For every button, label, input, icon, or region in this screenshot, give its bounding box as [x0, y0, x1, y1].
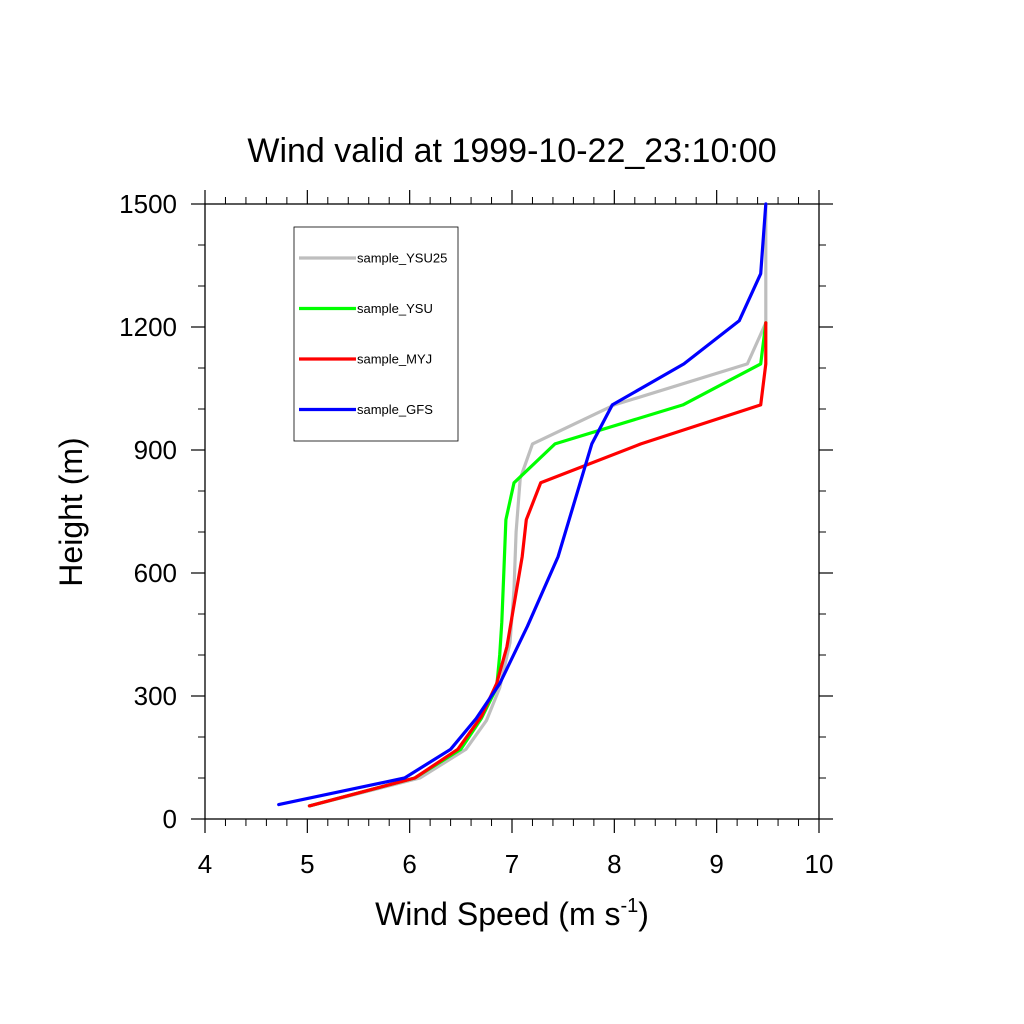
series-line-sample_MYJ [307, 321, 768, 808]
x-axis-title-sup: -1 [620, 895, 638, 917]
x-axis-title-main: Wind Speed (m s [375, 896, 620, 932]
legend-label: sample_GFS [357, 402, 433, 417]
legend-label: sample_YSU [357, 301, 433, 316]
legend: sample_YSU25 sample_YSU sample_MYJ sample_G… [293, 226, 459, 442]
x-tick-label: 9 [709, 849, 723, 879]
y-tick-label: 300 [134, 681, 177, 711]
x-tick-label: 7 [505, 849, 519, 879]
series-line-sample_GFS [277, 202, 768, 807]
series-line-sample_YSU [307, 321, 768, 808]
x-tick-label: 6 [402, 849, 416, 879]
series-lines [277, 202, 768, 808]
axis-ticks: 4 5 6 7 8 9 10 0 300 600 900 1200 1500 [119, 189, 833, 879]
y-tick-label: 0 [163, 804, 177, 834]
y-axis-title: Height (m) [53, 437, 89, 586]
x-tick-label: 10 [805, 849, 834, 879]
legend-label: sample_YSU25 [357, 251, 447, 266]
y-tick-label: 600 [134, 558, 177, 588]
legend-box [293, 226, 459, 442]
y-tick-label: 900 [134, 435, 177, 465]
series-line-sample_YSU25 [307, 202, 768, 808]
x-tick-label: 8 [607, 849, 621, 879]
x-tick-label: 5 [300, 849, 314, 879]
x-axis-title-end: ) [638, 896, 649, 932]
y-tick-label: 1200 [119, 312, 177, 342]
legend-label: sample_MYJ [357, 352, 432, 367]
chart-title: Wind valid at 1999-10-22_23:10:00 [247, 132, 776, 170]
y-tick-label: 1500 [119, 189, 177, 219]
x-tick-label: 4 [198, 849, 212, 879]
x-axis-title: Wind Speed (m s-1) [375, 895, 649, 932]
